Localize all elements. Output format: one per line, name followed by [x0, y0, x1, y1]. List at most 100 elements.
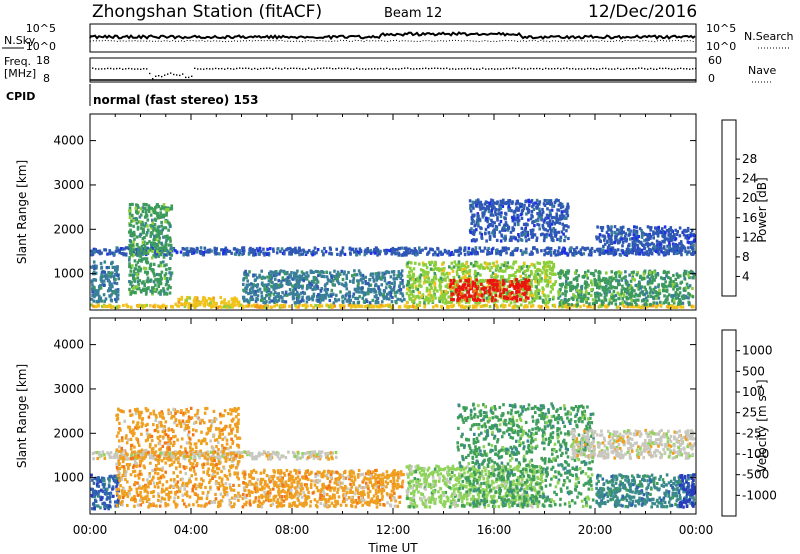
data-cell	[484, 232, 487, 236]
data-cell	[264, 283, 268, 287]
data-cell	[254, 289, 257, 294]
data-cell	[348, 291, 351, 295]
data-cell	[298, 274, 301, 278]
data-cell	[91, 290, 95, 294]
data-cell	[336, 276, 339, 281]
data-cell	[411, 275, 415, 279]
data-cell	[99, 296, 103, 300]
data-cell	[461, 292, 464, 296]
nave-dot	[575, 68, 577, 70]
data-cell	[476, 303, 479, 307]
data-cell	[401, 294, 405, 298]
data-cell	[495, 238, 499, 242]
data-cell	[536, 261, 539, 265]
data-cell	[464, 295, 467, 299]
data-cell	[279, 295, 282, 299]
data-cell	[521, 288, 525, 292]
data-cell	[527, 208, 531, 212]
data-cell	[349, 298, 352, 302]
data-cell	[330, 294, 333, 298]
data-cell	[492, 282, 496, 286]
data-cell	[282, 269, 285, 273]
data-cell	[516, 239, 520, 243]
data-cell	[540, 216, 543, 220]
data-cell	[523, 203, 526, 207]
data-cell	[500, 233, 503, 237]
data-cell	[488, 281, 492, 285]
data-cell	[385, 282, 389, 286]
data-cell	[495, 260, 499, 264]
data-cell	[661, 277, 665, 281]
data-cell	[627, 233, 630, 237]
data-cell	[92, 260, 96, 264]
data-cell	[556, 217, 559, 221]
data-cell	[586, 276, 590, 280]
data-cell	[375, 305, 379, 309]
data-cell	[542, 239, 546, 243]
data-cell	[464, 269, 468, 273]
data-cell	[298, 248, 302, 252]
data-cell	[92, 264, 95, 268]
data-cell	[617, 279, 621, 283]
nave-dot	[518, 67, 520, 69]
data-cell	[138, 303, 141, 307]
data-cell	[109, 273, 112, 277]
data-cell	[365, 251, 368, 255]
data-cell	[667, 301, 670, 305]
data-cell	[390, 251, 394, 255]
data-cell	[161, 213, 164, 217]
data-cell	[524, 235, 527, 239]
data-cell	[547, 251, 551, 255]
data-cell	[505, 200, 508, 205]
data-cell	[473, 282, 477, 286]
data-cell	[275, 303, 278, 307]
data-cell	[114, 277, 117, 282]
data-cell	[390, 281, 394, 286]
data-cell	[612, 289, 616, 294]
data-cell	[447, 300, 450, 304]
data-cell	[487, 297, 491, 301]
data-cell	[488, 237, 492, 241]
nave-dot	[98, 68, 100, 70]
data-cell	[644, 304, 648, 309]
data-cell	[175, 250, 179, 254]
data-cell	[260, 282, 264, 286]
data-cell	[241, 246, 244, 250]
data-cell	[96, 249, 99, 253]
data-cell	[485, 296, 489, 300]
data-cell	[500, 249, 503, 253]
data-cell	[266, 275, 269, 279]
data-cell	[92, 304, 95, 308]
data-cell	[498, 283, 501, 287]
data-cell	[100, 299, 104, 303]
data-cell	[637, 287, 640, 291]
data-cell	[685, 282, 689, 286]
data-cell	[628, 302, 632, 306]
data-cell	[425, 266, 429, 270]
data-cell	[482, 298, 485, 302]
data-cell	[268, 296, 271, 300]
nave-dot	[254, 67, 256, 70]
data-cell	[266, 247, 269, 251]
data-cell	[675, 287, 679, 291]
data-cell	[299, 299, 302, 303]
data-cell	[302, 249, 306, 253]
data-cell	[422, 269, 425, 274]
data-cell	[289, 274, 293, 278]
nave-dot	[329, 67, 331, 69]
data-cell	[513, 216, 517, 220]
data-cell	[347, 297, 351, 301]
data-cell	[535, 198, 539, 202]
data-cell	[691, 252, 694, 256]
data-cell	[643, 292, 647, 296]
data-cell	[420, 294, 424, 298]
data-cell	[92, 299, 95, 303]
data-cell	[633, 289, 636, 293]
data-cell	[438, 296, 441, 300]
data-cell	[246, 273, 250, 277]
data-cell	[475, 282, 478, 287]
data-cell	[264, 305, 268, 309]
data-cell	[415, 305, 418, 309]
data-cell	[537, 202, 541, 206]
data-cell	[487, 246, 490, 251]
